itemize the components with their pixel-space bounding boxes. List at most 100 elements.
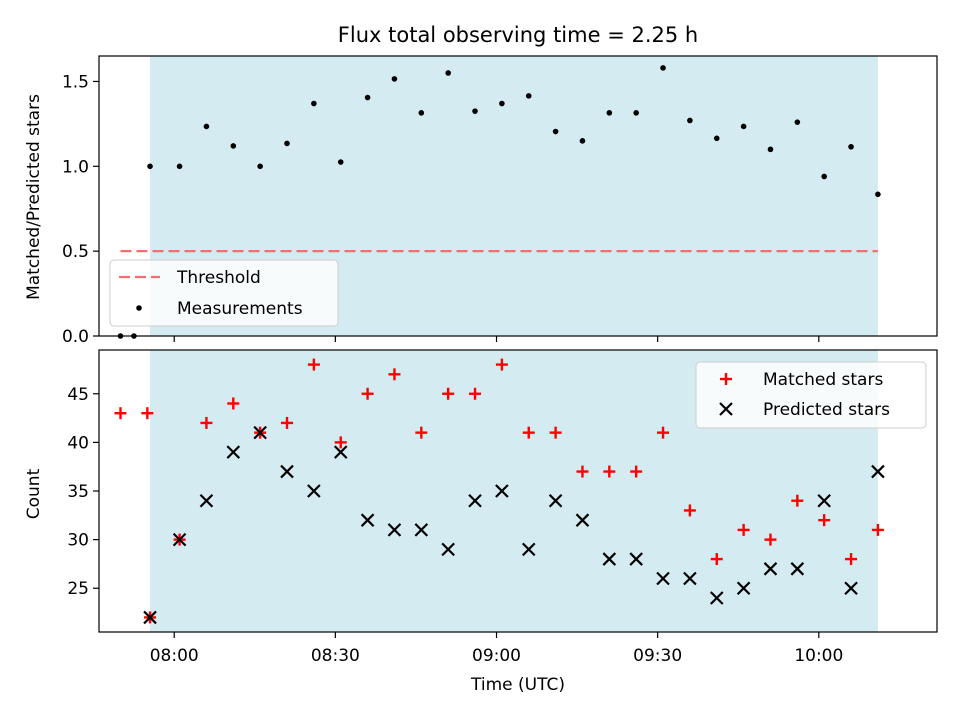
predicted-star-point xyxy=(495,484,509,498)
matched-star-point xyxy=(388,368,401,381)
predicted-star-point xyxy=(575,513,590,527)
matched-star-point xyxy=(764,533,777,546)
bottom-y-tick-label: 25 xyxy=(67,579,89,599)
predicted-star-point xyxy=(656,571,670,586)
predicted-star-point xyxy=(521,542,536,557)
measurement-point xyxy=(660,65,666,71)
predicted-star-point xyxy=(414,523,429,537)
matched-star-point xyxy=(307,358,320,371)
bottom-panel: 25 30 35 40 45 08:00 08:30 09:00 09:30 10:00 Cou… xyxy=(24,349,938,695)
measurement-point xyxy=(633,110,639,116)
bottom-y-tick-label: 45 xyxy=(67,385,89,405)
predicted-star-point xyxy=(360,513,375,527)
measurement-point xyxy=(284,140,290,147)
matched-star-point xyxy=(737,523,750,536)
bottom-x-tick-label: 08:30 xyxy=(311,646,360,666)
legend-matched-label: Matched stars xyxy=(763,370,883,390)
matched-star-point xyxy=(630,465,643,478)
matched-star-point xyxy=(141,407,154,420)
predicted-star-point xyxy=(280,464,294,479)
matched-star-point xyxy=(114,407,127,420)
bottom-y-axis-label: Count xyxy=(24,468,44,519)
measurement-point xyxy=(579,138,586,144)
predicted-star-point xyxy=(790,562,805,576)
measurement-point xyxy=(525,93,532,99)
measurement-point xyxy=(147,163,153,170)
measurements-series xyxy=(117,65,881,339)
matched-star-point xyxy=(415,426,428,439)
measurement-point xyxy=(606,110,613,116)
measurement-point xyxy=(687,117,693,124)
predicted-star-point xyxy=(387,523,402,537)
measurement-point xyxy=(203,123,210,130)
matched-star-point xyxy=(495,358,508,371)
matched-star-point xyxy=(791,494,804,507)
matched-star-point xyxy=(469,387,482,400)
top-y-axis-label: Matched/Predicted stars xyxy=(24,94,44,300)
top-y-axis: 0.0 0.5 1.0 1.5 xyxy=(62,72,99,347)
top-legend-box xyxy=(109,259,339,327)
predicted-star-point xyxy=(817,493,831,508)
top-x-ticks xyxy=(173,336,820,342)
legend-predicted-swatch xyxy=(719,402,733,416)
legend-measurements-swatch xyxy=(136,305,142,311)
measurement-point xyxy=(445,70,451,76)
bottom-y-axis: 25 30 35 40 45 xyxy=(67,385,99,599)
measurement-point xyxy=(311,100,317,107)
legend-predicted-label: Predicted stars xyxy=(763,400,890,420)
top-y-tick-label: 1.0 xyxy=(62,157,89,177)
bottom-y-tick-label: 40 xyxy=(67,433,89,453)
top-y-tick-label: 0.5 xyxy=(62,242,89,262)
bottom-y-tick-label: 35 xyxy=(67,482,89,502)
measurement-point xyxy=(552,128,559,135)
measurement-point xyxy=(740,123,747,130)
predicted-star-point xyxy=(468,493,482,508)
matched-star-point xyxy=(683,504,696,517)
measurement-point xyxy=(848,143,854,150)
bottom-y-tick-label: 30 xyxy=(67,531,89,551)
matched-star-point xyxy=(818,514,831,527)
top-axes-frame xyxy=(98,55,938,337)
measurement-point xyxy=(337,159,344,165)
matched-star-point xyxy=(549,426,562,439)
legend-measurements-label: Measurements xyxy=(177,299,303,319)
predicted-star-point xyxy=(441,542,455,557)
predicted-star-point xyxy=(307,484,321,498)
measurement-point xyxy=(391,76,398,82)
matched-star-point xyxy=(576,465,589,478)
predicted-star-point xyxy=(199,493,214,508)
predicted-star-point xyxy=(763,562,778,576)
matched-star-point xyxy=(200,416,213,429)
matched-star-point xyxy=(522,426,535,439)
predicted-star-point xyxy=(143,610,157,625)
measurement-point xyxy=(364,94,371,101)
top-y-tick-label: 0.0 xyxy=(62,327,89,347)
bottom-x-tick-label: 08:00 xyxy=(150,646,199,666)
matched-star-point xyxy=(361,387,374,400)
matched-star-point xyxy=(657,426,670,439)
predicted-star-point xyxy=(709,591,724,605)
matched-star-point xyxy=(334,436,347,449)
predicted-star-point xyxy=(683,571,697,586)
matched-star-point xyxy=(603,465,616,478)
top-legend: Threshold Measurements xyxy=(109,259,339,327)
matched-star-point xyxy=(227,397,240,410)
measurement-point xyxy=(713,135,720,142)
predicted-star-point xyxy=(629,552,643,566)
measurement-point xyxy=(767,146,774,153)
count-series xyxy=(114,358,885,625)
matched-star-point xyxy=(871,523,884,536)
predicted-star-point xyxy=(602,552,617,566)
matched-star-point xyxy=(845,553,858,566)
predicted-star-point xyxy=(172,532,187,547)
measurement-point xyxy=(257,163,263,170)
predicted-star-point xyxy=(844,581,858,596)
legend-threshold-label: Threshold xyxy=(176,268,261,288)
legend-matched-swatch xyxy=(720,373,732,385)
bottom-x-axis: 08:00 08:30 09:00 09:30 10:00 xyxy=(150,632,843,666)
measurement-point xyxy=(230,143,237,149)
bottom-axes-frame xyxy=(98,349,938,633)
matched-star-point xyxy=(442,387,455,400)
x-axis-label: Time (UTC) xyxy=(470,675,565,695)
predicted-star-point xyxy=(226,445,241,459)
